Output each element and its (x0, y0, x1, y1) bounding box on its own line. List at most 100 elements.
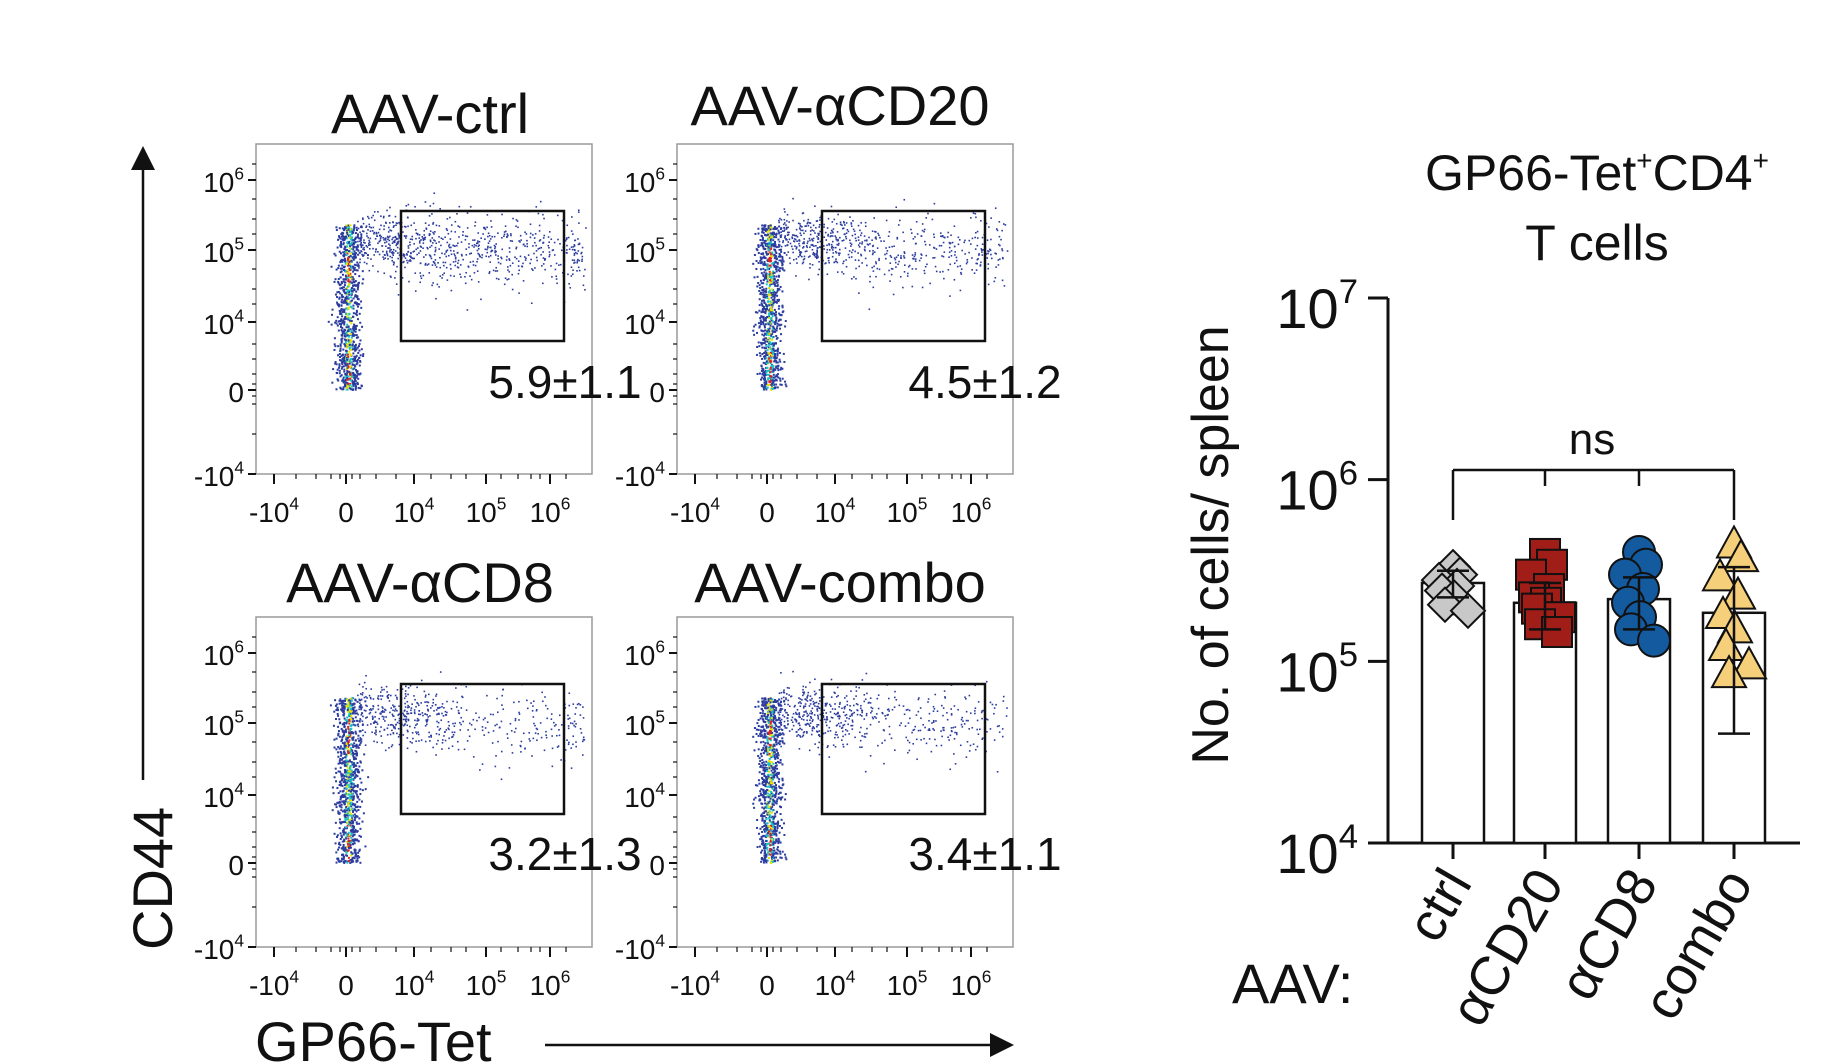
density-dot (338, 841, 341, 844)
density-dot (392, 236, 394, 239)
density-dot (818, 268, 821, 271)
density-dot (359, 861, 362, 864)
density-dot (358, 342, 361, 345)
density-dot (903, 240, 905, 242)
density-dot (499, 262, 502, 265)
density-dot (875, 262, 878, 265)
density-dot (950, 254, 953, 257)
density-dot (434, 246, 437, 249)
density-dot (466, 309, 469, 311)
density-dot (335, 709, 338, 712)
density-dot (770, 257, 773, 260)
density-dot (494, 250, 496, 252)
density-dot (754, 323, 757, 326)
density-dot (346, 709, 349, 712)
density-dot (342, 360, 345, 363)
density-dot (337, 848, 340, 851)
density-dot (766, 340, 769, 343)
density-dot (354, 238, 357, 241)
density-dot (338, 718, 341, 721)
density-dot (366, 262, 368, 265)
x-tick-label: 0 (338, 970, 354, 1001)
density-dot (469, 722, 471, 725)
density-dot (350, 229, 353, 232)
density-dot (571, 248, 574, 251)
density-dot (472, 718, 475, 721)
density-dot (355, 793, 358, 796)
density-dot (988, 226, 990, 228)
density-dot (347, 767, 350, 770)
density-dot (354, 280, 357, 283)
density-dot (771, 314, 774, 317)
density-dot (816, 252, 818, 255)
density-dot (357, 253, 360, 256)
density-dot (774, 291, 777, 294)
density-dot (359, 737, 362, 739)
density-dot (484, 248, 487, 251)
density-dot (553, 241, 556, 244)
density-dot (494, 251, 496, 254)
density-dot (768, 380, 771, 383)
density-dot (473, 271, 476, 274)
density-dot (380, 215, 382, 218)
density-dot (352, 258, 355, 261)
density-dot (397, 232, 400, 235)
density-dot (848, 250, 851, 252)
density-dot (417, 247, 419, 249)
density-dot (368, 694, 371, 697)
density-dot (532, 716, 535, 718)
density-dot (775, 366, 778, 369)
density-dot (768, 303, 771, 306)
density-dot (827, 217, 830, 220)
density-dot (490, 250, 492, 253)
density-dot (348, 834, 351, 837)
density-dot (877, 232, 879, 235)
density-dot (375, 232, 378, 235)
density-dot (566, 739, 568, 741)
density-dot (417, 702, 419, 705)
density-dot (839, 221, 842, 224)
density-dot (353, 252, 356, 255)
density-dot (978, 253, 980, 255)
density-dot (367, 244, 370, 246)
density-dot (506, 278, 508, 281)
density-dot (355, 743, 358, 746)
density-dot (349, 775, 352, 778)
density-dot (340, 312, 343, 315)
density-dot (976, 262, 979, 265)
density-dot (357, 372, 360, 375)
density-dot (575, 745, 577, 748)
density-dot (519, 241, 521, 243)
density-dot (357, 263, 360, 265)
density-dot (942, 255, 945, 258)
density-dot (356, 371, 359, 374)
density-dot (772, 261, 775, 264)
density-dot (423, 256, 425, 258)
density-dot (349, 328, 352, 331)
density-dot (490, 220, 492, 222)
density-dot (358, 856, 361, 859)
density-dot (337, 801, 340, 804)
density-dot (955, 259, 958, 262)
density-dot (354, 849, 357, 852)
density-dot (526, 707, 529, 710)
density-dot (375, 248, 377, 251)
density-dot (506, 255, 508, 258)
density-dot (845, 237, 848, 240)
density-dot (1004, 224, 1007, 226)
density-dot (404, 723, 406, 725)
density-dot (796, 240, 798, 243)
density-dot (773, 291, 776, 294)
density-dot (360, 781, 363, 784)
density-dot (351, 752, 354, 755)
y-tick-label: 105 (624, 233, 665, 268)
density-dot (435, 695, 437, 697)
density-dot (572, 735, 575, 738)
density-dot (418, 242, 421, 244)
density-dot (518, 700, 520, 703)
density-dot (760, 329, 763, 332)
density-dot (753, 806, 756, 809)
density-dot (340, 318, 343, 321)
density-dot (335, 268, 338, 271)
density-dot (358, 705, 361, 708)
